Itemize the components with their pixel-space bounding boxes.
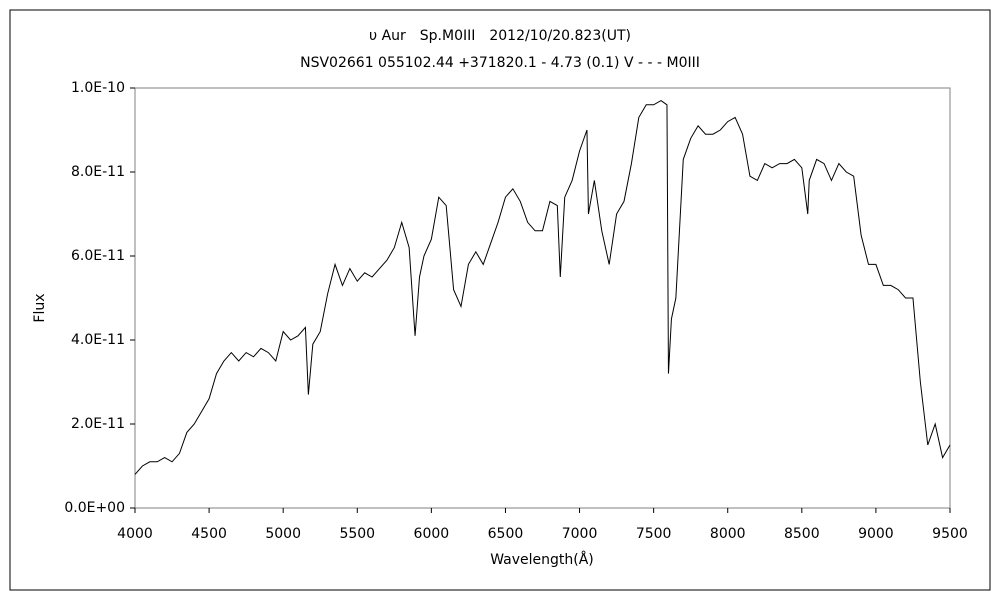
plot-frame xyxy=(134,87,951,509)
x-tick-label: 6500 xyxy=(488,526,524,542)
x-tick-label: 9500 xyxy=(932,526,968,542)
x-tick-label: 5500 xyxy=(339,526,375,542)
x-axis-label: Wavelength(Å) xyxy=(490,551,594,568)
y-axis-label: Flux xyxy=(32,293,48,322)
y-tick-label: 0.0E+00 xyxy=(64,500,125,516)
x-tick-label: 6000 xyxy=(414,526,450,542)
x-tick-label: 8000 xyxy=(710,526,746,542)
y-tick-label: 4.0E-11 xyxy=(71,332,125,348)
x-tick-label: 5000 xyxy=(265,526,301,542)
x-tick-label: 9000 xyxy=(858,526,894,542)
x-tick-label: 4000 xyxy=(117,526,153,542)
x-tick-label: 4500 xyxy=(191,526,227,542)
x-tick-label: 7500 xyxy=(636,526,672,542)
chart-subtitle: NSV02661 055102.44 +371820.1 - 4.73 (0.1… xyxy=(300,55,700,71)
chart-frame xyxy=(9,9,991,591)
x-tick-label: 8500 xyxy=(784,526,820,542)
x-tick-label: 7000 xyxy=(562,526,598,542)
chart-title: υ Aur Sp.M0III 2012/10/20.823(UT) xyxy=(369,28,631,44)
y-tick-label: 6.0E-11 xyxy=(71,248,125,264)
spectrum-line xyxy=(134,100,951,475)
y-tick-label: 8.0E-11 xyxy=(71,164,125,180)
y-tick-label: 1.0E-10 xyxy=(71,80,125,96)
y-tick-label: 2.0E-11 xyxy=(71,416,125,432)
